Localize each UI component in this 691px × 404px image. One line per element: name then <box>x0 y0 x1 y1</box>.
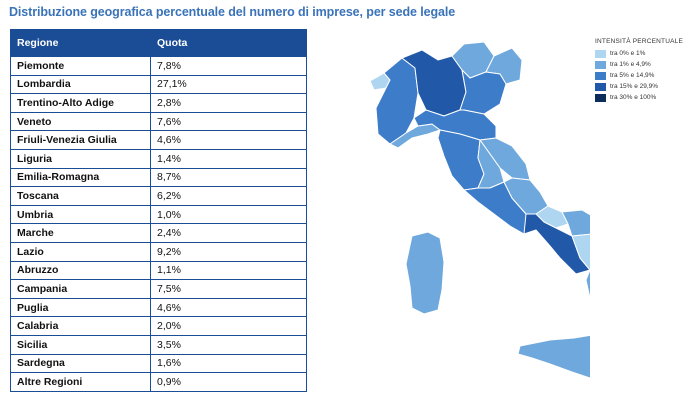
table-row: Campania 7,5% <box>10 279 307 299</box>
region-name-cell: Liguria <box>10 148 151 169</box>
region-name-cell: Calabria <box>10 316 151 336</box>
table-row: Sardegna 1,6% <box>10 353 307 374</box>
region-share-cell: 1,0% <box>150 204 307 225</box>
region-name-cell: Marche <box>10 223 151 243</box>
region-share-cell: 4,6% <box>150 297 307 318</box>
legend-items: tra 0% e 1% tra 1% e 4,9% tra 5% e 14,9% tr… <box>595 48 683 103</box>
table-row: Toscana 6,2% <box>10 186 307 206</box>
table-row: Lombardia 27,1% <box>10 74 307 95</box>
region-name-cell: Veneto <box>10 111 151 132</box>
table-row: Sicilia 3,5% <box>10 334 307 355</box>
map-region-calabria <box>585 269 590 300</box>
region-name-cell: Puglia <box>10 297 151 318</box>
region-share-cell: 8,7% <box>150 167 307 188</box>
region-name-cell: Lombardia <box>10 74 151 95</box>
table-row: Liguria 1,4% <box>10 148 307 169</box>
region-name-cell: Friuli-Venezia Giulia <box>10 130 151 150</box>
region-name-cell: Sicilia <box>10 334 151 355</box>
table-row: Calabria 2,0% <box>10 316 307 336</box>
table-row: Puglia 4,6% <box>10 297 307 318</box>
map-legend: INTENSITÀ PERCENTUALE tra 0% e 1% tra 1% … <box>595 38 683 103</box>
table-row: Lazio 9,2% <box>10 241 307 262</box>
region-share-cell: 1,6% <box>150 353 307 374</box>
table-row: Abruzzo 1,1% <box>10 260 307 281</box>
italy-map <box>369 41 590 378</box>
table-row: Trentino-Alto Adige 2,8% <box>10 93 307 113</box>
table-body: Piemonte 7,8% Lombardia 27,1% Trentino-Alto … <box>10 56 307 392</box>
table-row: Friuli-Venezia Giulia 4,6% <box>10 130 307 150</box>
legend-swatch <box>595 49 606 58</box>
legend-item: tra 1% e 4,9% <box>595 59 683 70</box>
page-title: Distribuzione geografica percentuale del… <box>9 5 456 19</box>
region-share-cell: 9,2% <box>150 241 307 262</box>
region-share-cell: 1,4% <box>150 148 307 169</box>
region-name-cell: Altre Regioni <box>10 372 151 392</box>
map-region-toscana <box>437 129 485 191</box>
table-row: Veneto 7,6% <box>10 111 307 132</box>
legend-swatch <box>595 93 606 102</box>
legend-label: tra 0% e 1% <box>610 50 646 57</box>
region-share-cell: 2,0% <box>150 316 307 336</box>
table-header-row: Regione Quota <box>10 29 307 57</box>
legend-swatch <box>595 60 606 69</box>
regions-table: Regione Quota Piemonte 7,8% Lombardia 27,1%… <box>10 29 307 392</box>
region-name-cell: Abruzzo <box>10 260 151 281</box>
region-share-cell: 6,2% <box>150 186 307 206</box>
region-name-cell: Piemonte <box>10 56 151 76</box>
region-name-cell: Umbria <box>10 204 151 225</box>
table-row: Altre Regioni 0,9% <box>10 372 307 392</box>
map-region-basilicata <box>571 233 590 271</box>
region-share-cell: 7,6% <box>150 111 307 132</box>
region-share-cell: 7,5% <box>150 279 307 299</box>
legend-label: tra 1% e 4,9% <box>610 61 651 68</box>
region-share-cell: 3,5% <box>150 334 307 355</box>
legend-label: tra 30% e 100% <box>610 94 657 101</box>
legend-swatch <box>595 71 606 80</box>
region-share-cell: 27,1% <box>150 74 307 95</box>
legend-title: INTENSITÀ PERCENTUALE <box>595 38 683 45</box>
legend-swatch <box>595 82 606 91</box>
map-region-sicilia <box>517 334 590 378</box>
table-row: Emilia-Romagna 8,7% <box>10 167 307 188</box>
region-share-cell: 0,9% <box>150 372 307 392</box>
legend-item: tra 15% e 29,9% <box>595 81 683 92</box>
table-row: Marche 2,4% <box>10 223 307 243</box>
region-name-cell: Campania <box>10 279 151 299</box>
column-header-region: Regione <box>10 29 151 57</box>
region-share-cell: 2,8% <box>150 93 307 113</box>
column-header-share: Quota <box>150 29 307 57</box>
table-row: Umbria 1,0% <box>10 204 307 225</box>
region-name-cell: Trentino-Alto Adige <box>10 93 151 113</box>
region-share-cell: 2,4% <box>150 223 307 243</box>
legend-item: tra 0% e 1% <box>595 48 683 59</box>
region-name-cell: Lazio <box>10 241 151 262</box>
map-region-veneto <box>459 69 507 115</box>
legend-item: tra 30% e 100% <box>595 92 683 103</box>
region-share-cell: 4,6% <box>150 130 307 150</box>
region-name-cell: Toscana <box>10 186 151 206</box>
region-name-cell: Sardegna <box>10 353 151 374</box>
legend-label: tra 15% e 29,9% <box>610 83 659 90</box>
region-name-cell: Emilia-Romagna <box>10 167 151 188</box>
table-row: Piemonte 7,8% <box>10 56 307 76</box>
legend-label: tra 5% e 14,9% <box>610 72 655 79</box>
legend-item: tra 5% e 14,9% <box>595 70 683 81</box>
map-region-sardegna <box>405 231 445 315</box>
region-share-cell: 1,1% <box>150 260 307 281</box>
region-share-cell: 7,8% <box>150 56 307 76</box>
